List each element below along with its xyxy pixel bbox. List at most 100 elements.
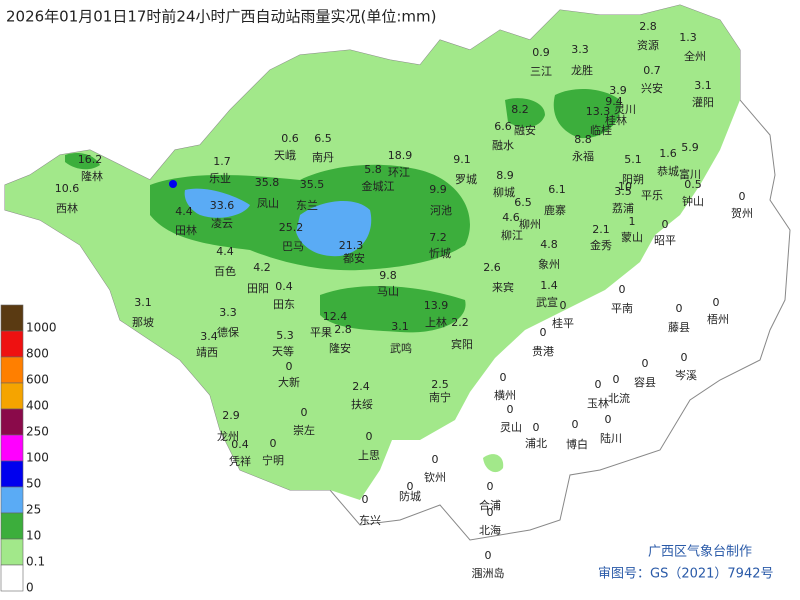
legend-swatch xyxy=(0,460,24,488)
station-value: 10.6 xyxy=(55,182,80,195)
station-name: 隆安 xyxy=(329,341,351,355)
station-value: 0.4 xyxy=(275,280,293,293)
station-name: 马山 xyxy=(377,285,399,298)
station-value: 9.4 xyxy=(605,95,623,108)
station-name: 钦州 xyxy=(424,471,446,484)
legend-label: 50 xyxy=(26,477,41,491)
station-name: 扶绥 xyxy=(351,397,373,411)
station-name: 北海 xyxy=(479,523,501,537)
station-value: 0.7 xyxy=(643,64,661,77)
station-name: 灵山 xyxy=(500,421,522,434)
station-value: 1.4 xyxy=(540,279,558,292)
station-value: 4.4 xyxy=(175,205,193,218)
station-name: 蒙山 xyxy=(621,231,643,244)
station-name: 三江 xyxy=(530,65,552,78)
station-name: 靖西 xyxy=(196,346,218,359)
station-value: 4.2 xyxy=(253,261,271,274)
station-name: 龙胜 xyxy=(571,63,593,77)
station-name: 凤山 xyxy=(257,197,279,210)
station-name: 临桂 xyxy=(590,123,612,137)
station-name: 昭平 xyxy=(654,234,676,247)
station-name: 融安 xyxy=(514,123,536,137)
station-value: 0.6 xyxy=(281,132,299,145)
station-value: 2.8 xyxy=(334,323,352,336)
station-name: 田东 xyxy=(273,298,295,311)
station-value: 33.6 xyxy=(210,199,235,212)
station-value: 0 xyxy=(270,437,277,450)
station-value: 2.9 xyxy=(222,409,240,422)
station-value: 25.2 xyxy=(279,221,304,234)
station-name: 来宾 xyxy=(492,280,514,294)
station-name: 鹿寨 xyxy=(544,203,566,217)
station-name: 玉林 xyxy=(587,396,609,410)
station-value: 0 xyxy=(540,326,547,339)
station-value: 0 xyxy=(366,430,373,443)
station-name: 资源 xyxy=(637,38,659,52)
station-value: 0 xyxy=(301,406,308,419)
station-value: 7.2 xyxy=(429,231,447,244)
station-name: 防城 xyxy=(399,489,421,503)
station-value: 18.9 xyxy=(388,149,413,162)
legend-swatch xyxy=(0,434,24,462)
legend-swatch xyxy=(0,564,24,592)
station-name: 全州 xyxy=(684,49,706,63)
station-value: 2.1 xyxy=(592,223,610,236)
station-value: 0 xyxy=(681,351,688,364)
station-value: 0 xyxy=(432,453,439,466)
legend-swatch xyxy=(0,408,24,436)
station-name: 浦北 xyxy=(525,437,547,450)
station-value: 3.3 xyxy=(571,43,589,56)
station-value: 16.2 xyxy=(78,153,103,166)
station-name: 柳江 xyxy=(501,228,523,242)
station-name: 平南 xyxy=(611,302,633,315)
station-value: 6.1 xyxy=(548,183,566,196)
station-value: 5.3 xyxy=(276,329,294,342)
station-value: 1.3 xyxy=(679,31,697,44)
station-name: 荔浦 xyxy=(612,202,634,215)
station-value: 0 xyxy=(676,302,683,315)
station-name: 贵港 xyxy=(532,345,554,358)
station-name: 平果 xyxy=(310,326,332,339)
station-value: 3.3 xyxy=(219,306,237,319)
station-name: 忻城 xyxy=(429,247,451,260)
legend-label: 1000 xyxy=(26,321,57,335)
station-name: 涠洲岛 xyxy=(472,566,505,580)
station-value: 6.5 xyxy=(314,132,332,145)
station-value: 1.7 xyxy=(213,155,231,168)
approval-number: 审图号：GS（2021）7942号 xyxy=(598,567,774,582)
station-value: 0.9 xyxy=(532,46,550,59)
station-value: 2.2 xyxy=(451,316,469,329)
station-value: 0 xyxy=(533,421,540,434)
station-value: 2.5 xyxy=(431,378,449,391)
station-value: 0 xyxy=(613,373,620,386)
station-value: 4.8 xyxy=(540,238,558,251)
legend-label: 25 xyxy=(26,503,41,517)
station-value: 0.4 xyxy=(231,438,249,451)
station-value: 0 xyxy=(605,413,612,426)
legend-label: 10 xyxy=(26,529,41,543)
station-value: 0 xyxy=(362,493,369,506)
station-value: 0 xyxy=(642,357,649,370)
station-name: 富川 xyxy=(679,167,701,181)
legend-swatch xyxy=(0,512,24,540)
station-name: 永福 xyxy=(572,149,594,163)
legend-label: 0 xyxy=(26,581,34,595)
rain-island xyxy=(483,454,504,473)
station-value: 0 xyxy=(619,283,626,296)
station-name: 钟山 xyxy=(682,194,704,208)
station-name: 阳朔 xyxy=(622,173,644,186)
station-name: 横州 xyxy=(494,388,516,402)
station-name: 岑溪 xyxy=(675,369,697,382)
station-value: 1 xyxy=(629,215,636,228)
station-value: 0 xyxy=(507,403,514,416)
station-name: 凭祥 xyxy=(229,454,251,468)
station-name: 大新 xyxy=(278,375,300,389)
station-value: 3.9 xyxy=(609,84,627,97)
station-value: 0 xyxy=(485,549,492,562)
legend-swatch xyxy=(0,538,24,566)
station-value: 35.5 xyxy=(300,178,325,191)
station-name: 金秀 xyxy=(590,238,612,252)
station-name: 桂平 xyxy=(552,316,574,330)
